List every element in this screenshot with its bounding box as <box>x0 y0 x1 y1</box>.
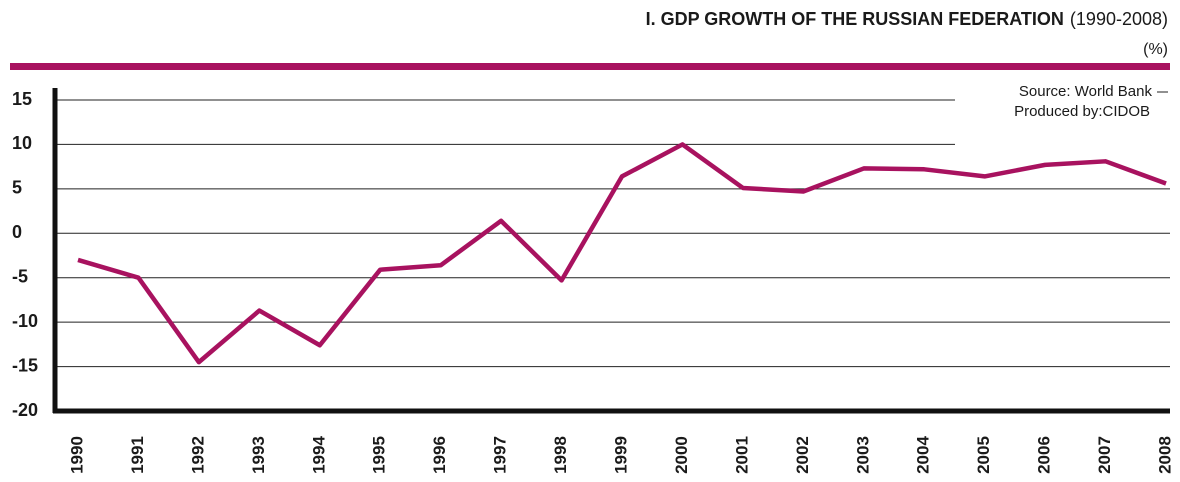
annotation-bg <box>955 82 1170 152</box>
x-tick-label: 2006 <box>1035 436 1054 474</box>
x-tick-label: 2001 <box>732 436 751 474</box>
y-tick-label: -5 <box>12 266 28 286</box>
y-tick-label: 15 <box>12 89 32 109</box>
x-tick-label: 2004 <box>914 436 933 474</box>
x-tick-label: 1999 <box>611 436 630 474</box>
title: I. GDP GROWTH OF THE RUSSIAN FEDERATION <box>646 9 1064 29</box>
annotation: Produced by:CIDOB <box>1014 103 1150 120</box>
y-tick-label: -15 <box>12 355 38 375</box>
header-rule <box>10 63 1170 70</box>
data-line <box>77 142 1167 365</box>
x-tick-label: 2005 <box>974 436 993 474</box>
x-tick-label: 2002 <box>793 436 812 474</box>
x-tick-label: 1995 <box>370 436 389 474</box>
x-tick-label: 2008 <box>1155 436 1174 474</box>
chart-title: I. GDP GROWTH OF THE RUSSIAN FEDERATION (… <box>646 9 1168 29</box>
unit-label: (%) <box>1143 41 1168 58</box>
x-tick-label: 1994 <box>309 436 328 474</box>
subtitle: (1990-2008) <box>1070 9 1168 29</box>
x-tick-label: 1998 <box>551 436 570 474</box>
x-tick-label: 1997 <box>491 436 510 474</box>
x-tick-label: 1990 <box>67 436 86 474</box>
x-tick-label: 1993 <box>249 436 268 474</box>
x-tick-label: 2003 <box>853 436 872 474</box>
y-tick-label: 5 <box>12 178 22 198</box>
y-tick-label: -20 <box>12 400 38 420</box>
x-tick-label: 1996 <box>430 436 449 474</box>
annotation: Source: World Bank <box>1019 83 1153 100</box>
y-tick-label: -10 <box>12 311 38 331</box>
x-tick-label: 2000 <box>672 436 691 474</box>
x-tick-label: 1992 <box>188 436 207 474</box>
y-tick-label: 10 <box>12 133 32 153</box>
y-tick-label: 0 <box>12 222 22 242</box>
x-tick-label: 1991 <box>128 436 147 474</box>
x-tick-label: 2007 <box>1095 436 1114 474</box>
